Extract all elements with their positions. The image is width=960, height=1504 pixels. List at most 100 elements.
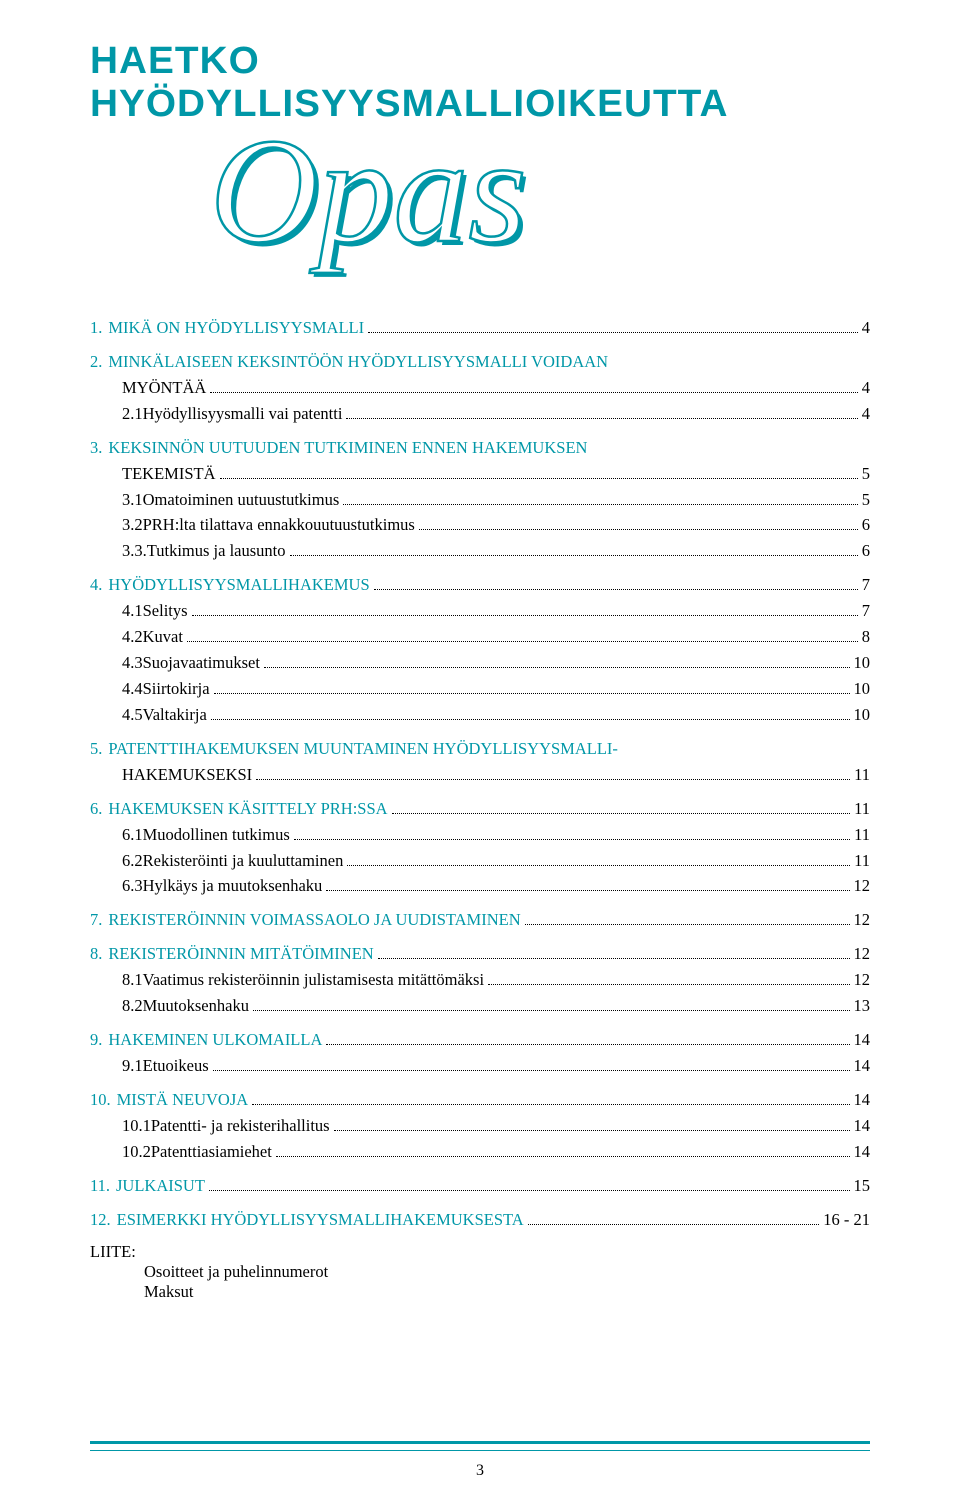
toc-page: 11 (854, 849, 870, 873)
toc-leader (419, 529, 858, 530)
toc-label: HAKEMUKSEN KÄSITTELY PRH:SSA (108, 797, 387, 821)
toc-page: 5 (862, 488, 870, 512)
toc-label: HAKEMINEN ULKOMAILLA (108, 1028, 322, 1052)
toc-label: Rekisteröinti ja kuuluttaminen (143, 849, 344, 873)
toc-label: Selitys (143, 599, 188, 623)
toc-label: ESIMERKKI HYÖDYLLISYYSMALLIHAKEMUKSESTA (117, 1208, 524, 1232)
toc-label: REKISTERÖINNIN VOIMASSAOLO JA UUDISTAMIN… (108, 908, 520, 932)
toc-entry: 12. ESIMERKKI HYÖDYLLISYYSMALLIHAKEMUKSE… (90, 1208, 870, 1232)
toc-leader (253, 1010, 850, 1011)
toc-leader (214, 693, 850, 694)
toc-entry: 10. MISTÄ NEUVOJA14 (90, 1088, 870, 1112)
opas-front: Opas (210, 116, 527, 266)
toc-label: Patentti- ja rekisterihallitus (151, 1114, 330, 1138)
toc-number: 11. (90, 1174, 116, 1198)
toc-number: 4.3 (122, 651, 143, 675)
toc-number: 8.1 (122, 968, 143, 992)
toc-label: Hylkäys ja muutoksenhaku (143, 874, 323, 898)
toc-leader (192, 615, 858, 616)
toc-subentry: 4.1 Selitys 7 (90, 599, 870, 623)
toc-label: PRH:lta tilattava ennakkouutuustutkimus (143, 513, 415, 537)
appendix-line: Maksut (90, 1282, 870, 1302)
toc-label: MIKÄ ON HYÖDYLLISYYSMALLI (108, 316, 364, 340)
toc-leader (347, 865, 850, 866)
toc-subentry: 3.3. Tutkimus ja lausunto6 (90, 539, 870, 563)
toc-number: 10.1 (122, 1114, 151, 1138)
toc-leader (187, 641, 858, 642)
toc-leader (256, 779, 850, 780)
appendix: LIITE: Osoitteet ja puhelinnumerot Maksu… (90, 1242, 870, 1302)
toc-number: 6.1 (122, 823, 143, 847)
toc-page: 11 (854, 823, 870, 847)
toc-continuation: HAKEMUKSEKSI11 (90, 763, 870, 787)
toc-entry: 3. KEKSINNÖN UUTUUDEN TUTKIMINEN ENNEN H… (90, 436, 870, 460)
toc-entry: 1. MIKÄ ON HYÖDYLLISYYSMALLI 4 (90, 316, 870, 340)
toc-entry: 6. HAKEMUKSEN KÄSITTELY PRH:SSA 11 (90, 797, 870, 821)
toc-leader (528, 1224, 820, 1225)
toc-subentry: 4.5 Valtakirja10 (90, 703, 870, 727)
toc-leader (368, 332, 858, 333)
toc-leader (378, 958, 850, 959)
toc-leader (346, 418, 857, 419)
toc-leader (220, 478, 858, 479)
toc-label: Omatoiminen uutuustutkimus (143, 488, 340, 512)
toc-page: 14 (854, 1054, 871, 1078)
toc-leader (525, 924, 850, 925)
toc-subentry: 4.4 Siirtokirja10 (90, 677, 870, 701)
toc-continuation: MYÖNTÄÄ4 (90, 376, 870, 400)
toc-label: KEKSINNÖN UUTUUDEN TUTKIMINEN ENNEN HAKE… (108, 436, 587, 460)
toc-label: Suojavaatimukset (143, 651, 260, 675)
toc-page: 4 (862, 402, 870, 426)
toc-number: 8. (90, 942, 108, 966)
toc-page: 14 (854, 1028, 871, 1052)
toc-entry: 11. JULKAISUT15 (90, 1174, 870, 1198)
toc-leader (392, 813, 851, 814)
toc-leader (334, 1130, 850, 1131)
toc-leader (290, 555, 858, 556)
toc-page: 11 (854, 797, 870, 821)
toc-page: 16 - 21 (823, 1208, 870, 1232)
toc-subentry: 10.2 Patenttiasiamiehet14 (90, 1140, 870, 1164)
toc-number: 6. (90, 797, 108, 821)
toc-entry: 8. REKISTERÖINNIN MITÄTÖIMINEN12 (90, 942, 870, 966)
page-number: 3 (0, 1462, 960, 1480)
toc-entry: 2. MINKÄLAISEEN KEKSINTÖÖN HYÖDYLLISYYSM… (90, 350, 870, 374)
toc-page: 7 (862, 599, 870, 623)
toc-page: 12 (854, 874, 871, 898)
toc-label: MYÖNTÄÄ (122, 376, 206, 400)
toc-subentry: 8.1 Vaatimus rekisteröinnin julistamises… (90, 968, 870, 992)
toc-leader (326, 890, 849, 891)
toc-leader (213, 1070, 850, 1071)
toc-label: JULKAISUT (116, 1174, 205, 1198)
appendix-line: Osoitteet ja puhelinnumerot (90, 1262, 870, 1282)
toc-number: 1. (90, 316, 108, 340)
toc-subentry: 3.1 Omatoiminen uutuustutkimus5 (90, 488, 870, 512)
toc-number: 3.3. (122, 539, 147, 563)
toc-label: TEKEMISTÄ (122, 462, 216, 486)
toc-page: 13 (854, 994, 871, 1018)
toc-leader (209, 1190, 850, 1191)
toc-page: 4 (862, 316, 870, 340)
toc-number: 6.3 (122, 874, 143, 898)
toc-label: Muodollinen tutkimus (143, 823, 290, 847)
footer-rule (90, 1441, 870, 1444)
toc-number: 3.2 (122, 513, 143, 537)
toc-leader (276, 1156, 850, 1157)
toc-page: 11 (854, 763, 870, 787)
toc-subentry: 10.1 Patentti- ja rekisterihallitus14 (90, 1114, 870, 1138)
toc-number: 4.1 (122, 599, 143, 623)
toc-number: 4.4 (122, 677, 143, 701)
toc-page: 14 (854, 1140, 871, 1164)
toc-page: 7 (862, 573, 870, 597)
toc-continuation: TEKEMISTÄ 5 (90, 462, 870, 486)
toc-subentry: 4.3 Suojavaatimukset10 (90, 651, 870, 675)
toc-number: 9.1 (122, 1054, 143, 1078)
toc-entry: 7. REKISTERÖINNIN VOIMASSAOLO JA UUDISTA… (90, 908, 870, 932)
toc-label: Muutoksenhaku (143, 994, 249, 1018)
appendix-heading: LIITE: (90, 1242, 870, 1262)
toc-label: Siirtokirja (143, 677, 210, 701)
toc-page: 6 (862, 539, 870, 563)
toc-page: 5 (862, 462, 870, 486)
toc-label: Patenttiasiamiehet (151, 1140, 272, 1164)
toc-number: 5. (90, 737, 108, 761)
